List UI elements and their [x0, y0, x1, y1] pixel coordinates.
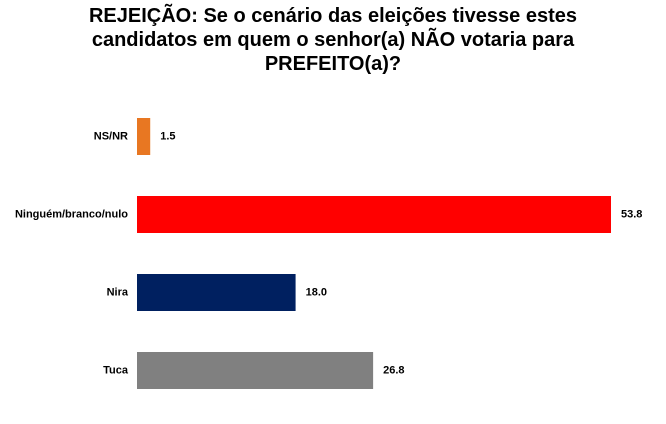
category-label: Tuca	[103, 364, 129, 376]
category-label: NS/NR	[94, 130, 128, 142]
bar	[137, 118, 151, 155]
chart-title: REJEIÇÃO: Se o cenário das eleições tive…	[88, 5, 578, 75]
category-label: Ninguém/branco/nulo	[15, 208, 128, 220]
value-label: 18.0	[306, 286, 327, 298]
bar	[137, 352, 374, 389]
bar	[137, 274, 296, 311]
value-label: 53.8	[621, 208, 642, 220]
bar	[137, 196, 611, 233]
value-label: 26.8	[383, 364, 404, 376]
category-label: Nira	[107, 286, 129, 298]
value-label: 1.5	[160, 130, 175, 142]
